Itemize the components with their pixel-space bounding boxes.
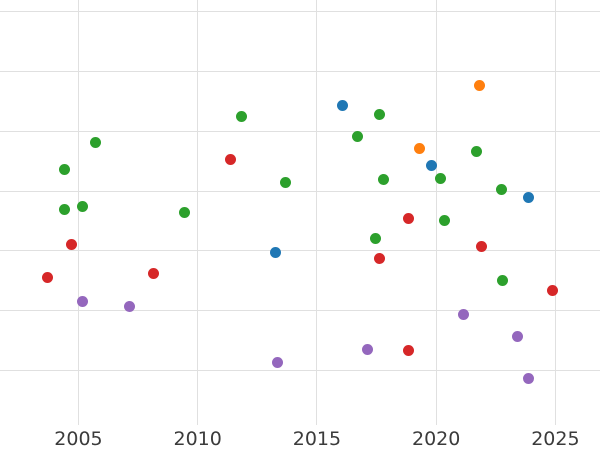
- scatter-point-red: [547, 284, 559, 296]
- scatter-point-green: [279, 176, 291, 188]
- x-tick-label-2015: 2015: [292, 428, 342, 450]
- scatter-point-green: [495, 184, 507, 196]
- scatter-point-green: [90, 136, 102, 148]
- scatter-point-green: [434, 173, 446, 185]
- scatter-point-purple: [76, 295, 88, 307]
- scatter-point-purple: [512, 331, 524, 343]
- scatter-point-blue: [426, 159, 438, 171]
- scatter-point-red: [224, 154, 236, 166]
- x-gridline-2010: [197, 0, 199, 425]
- scatter-point-purple: [362, 344, 374, 355]
- scatter-point-blue: [523, 192, 535, 204]
- scatter-point-purple: [124, 300, 136, 312]
- y-gridline-2: [0, 250, 600, 252]
- scatter-point-blue: [336, 100, 348, 112]
- scatter-point-red: [148, 267, 160, 279]
- y-gridline-5: [0, 71, 600, 73]
- scatter-point-green: [471, 145, 483, 157]
- scatter-point-green: [439, 214, 451, 226]
- scatter-point-red: [402, 345, 414, 357]
- scatter-point-green: [351, 130, 363, 142]
- x-tick-label-2010: 2010: [173, 428, 222, 450]
- y-gridline-0: [0, 369, 600, 371]
- scatter-point-red: [374, 253, 386, 265]
- x-tick-label-2025: 2025: [531, 428, 580, 450]
- scatter-point-green: [59, 163, 71, 175]
- scatter-point-green: [178, 207, 190, 219]
- scatter-point-green: [235, 111, 247, 122]
- scatter-point-red: [475, 241, 487, 253]
- x-gridline-2005: [77, 0, 79, 425]
- scatter-point-red: [66, 239, 78, 251]
- scatter-point-orange: [473, 79, 485, 91]
- scatter-point-green: [374, 108, 386, 120]
- x-gridline-2015: [316, 0, 318, 425]
- scatter-point-green: [369, 233, 381, 245]
- scatter-point-purple: [523, 373, 535, 385]
- scatter-point-red: [42, 271, 54, 283]
- scatter-point-green: [377, 174, 389, 186]
- x-gridline-2020: [435, 0, 437, 425]
- scatter-point-purple: [458, 308, 470, 320]
- scatter-point-blue: [270, 247, 282, 259]
- scatter-point-purple: [272, 356, 284, 368]
- scatter-point-green: [76, 200, 88, 212]
- x-tick-label-2005: 2005: [54, 428, 103, 450]
- scatter-point-red: [402, 212, 414, 224]
- x-tick-label-2020: 2020: [411, 428, 461, 450]
- scatter-point-green: [497, 274, 509, 286]
- scatter-point-orange: [413, 143, 425, 155]
- y-gridline-6: [0, 11, 600, 13]
- y-gridline-1: [0, 310, 600, 312]
- x-gridline-2025: [554, 0, 556, 425]
- y-gridline-3: [0, 190, 600, 192]
- plot-area: [0, 0, 600, 425]
- scatter-point-green: [59, 203, 71, 215]
- y-gridline-4: [0, 130, 600, 132]
